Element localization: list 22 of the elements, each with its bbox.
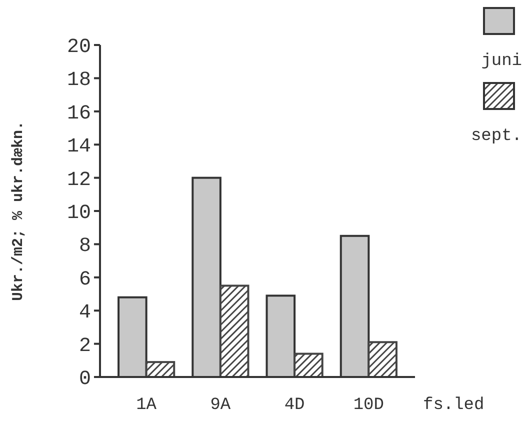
y-tick-label: 10 <box>66 202 91 225</box>
y-tick-label: 2 <box>78 334 91 358</box>
x-tick-label: 4D <box>284 396 305 415</box>
y-axis-title: Ukr./m2; % ukr.dækn. <box>10 120 27 302</box>
x-axis-title: fs.led <box>423 396 484 415</box>
y-tick-label: 8 <box>78 235 91 258</box>
y-tick-label: 14 <box>66 136 91 159</box>
legend-label: sept. <box>470 127 522 146</box>
x-tick-label: 1A <box>136 396 158 415</box>
bar <box>294 352 324 378</box>
y-tick-label: 18 <box>66 69 91 92</box>
legend-label: juni <box>481 52 522 71</box>
x-tick-label: 10D <box>353 396 384 415</box>
y-tick-label: 16 <box>66 102 91 126</box>
y-tick-label: 4 <box>78 302 91 325</box>
y-tick-label: 12 <box>66 168 91 192</box>
bar <box>368 341 398 378</box>
bar <box>219 284 250 378</box>
y-tick-label: 0 <box>78 368 91 391</box>
y-tick-label: 20 <box>66 36 91 59</box>
x-tick-label: 9A <box>210 396 232 415</box>
y-tick-label: 6 <box>78 268 91 292</box>
